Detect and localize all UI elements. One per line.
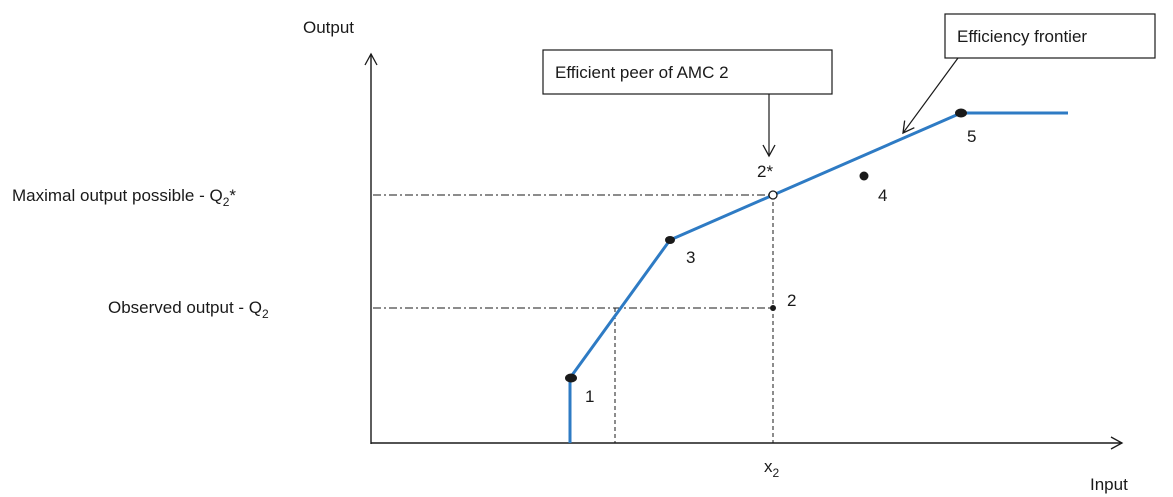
point-1-marker (565, 373, 577, 383)
point-3-label: 3 (686, 248, 695, 267)
point-1-label: 1 (585, 387, 594, 406)
frontier-callout-box (944, 13, 1156, 59)
frontier-callout-arrow (902, 57, 959, 135)
y-axis-label: Output (303, 18, 354, 37)
peer-callout-text: Efficient peer of AMC 2 (555, 63, 729, 82)
q-max-label: Maximal output possible - Q2* (12, 186, 236, 209)
point-5-marker (955, 108, 967, 118)
point-2-star-marker (768, 190, 778, 200)
point-2-label: 2 (787, 291, 796, 310)
point-3-marker (665, 236, 675, 244)
x-axis-label: Input (1090, 475, 1128, 494)
point-2-star-label: 2* (757, 162, 773, 181)
point-5-label: 5 (967, 127, 976, 146)
peer-callout-box (542, 49, 833, 95)
efficiency-frontier-line (568, 111, 1068, 443)
x2-label: x2 (764, 457, 780, 480)
point-4-label: 4 (878, 186, 887, 205)
point-4-marker (859, 171, 869, 181)
frontier-callout-text: Efficiency frontier (957, 27, 1087, 46)
point-2-marker (770, 305, 776, 311)
q-obs-label: Observed output - Q2 (108, 298, 269, 321)
